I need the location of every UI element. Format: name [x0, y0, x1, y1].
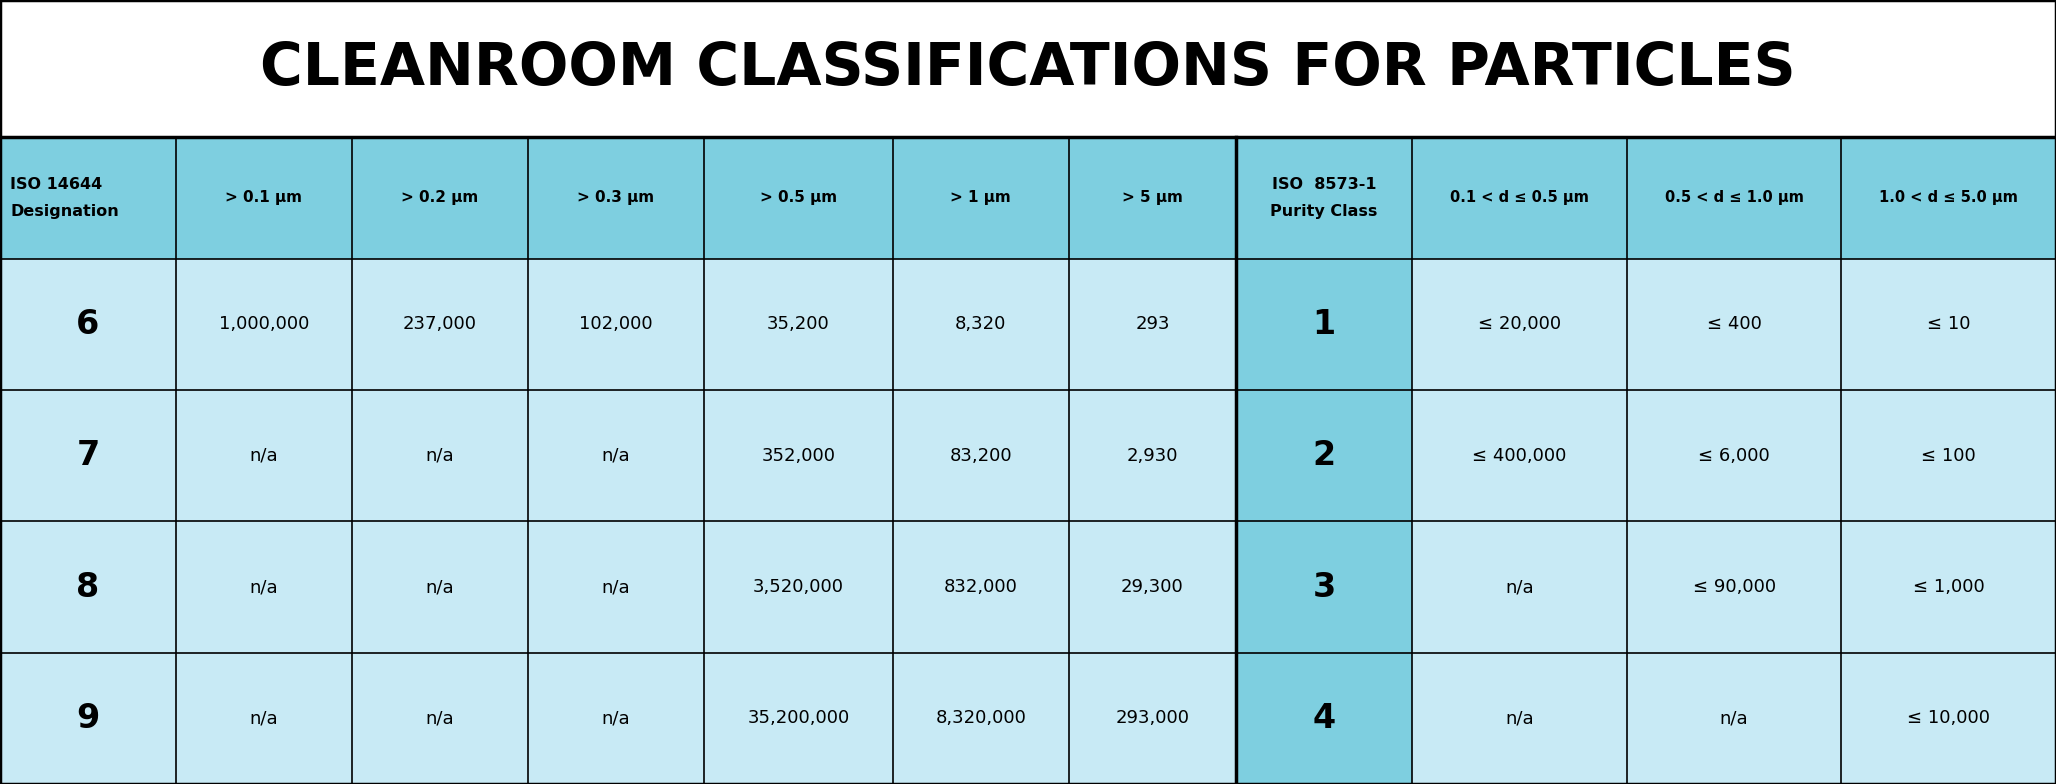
Text: 2,930: 2,930 [1127, 447, 1178, 465]
Text: 8,320,000: 8,320,000 [935, 710, 1026, 728]
Text: 102,000: 102,000 [580, 315, 652, 333]
Text: 35,200,000: 35,200,000 [746, 710, 849, 728]
Text: n/a: n/a [602, 578, 631, 596]
Bar [0, 521, 2056, 652]
Text: ≤ 400: ≤ 400 [1706, 315, 1762, 333]
Text: > 0.2 μm: > 0.2 μm [401, 191, 479, 205]
Text: n/a: n/a [602, 447, 631, 465]
Text: ≤ 400,000: ≤ 400,000 [1472, 447, 1567, 465]
Text: n/a: n/a [426, 710, 454, 728]
Text: ≤ 10,000: ≤ 10,000 [1908, 710, 1990, 728]
Text: > 1 μm: > 1 μm [950, 191, 1012, 205]
Bar [1236, 259, 1412, 390]
Text: 7: 7 [76, 439, 99, 472]
Text: Designation: Designation [10, 204, 119, 219]
Text: ≤ 90,000: ≤ 90,000 [1692, 578, 1776, 596]
Text: n/a: n/a [602, 710, 631, 728]
Text: > 0.3 μm: > 0.3 μm [578, 191, 654, 205]
Text: > 0.5 μm: > 0.5 μm [761, 191, 837, 205]
Bar [0, 259, 2056, 390]
Text: 3: 3 [1312, 571, 1336, 604]
Text: n/a: n/a [249, 447, 278, 465]
Bar [1236, 652, 1412, 784]
Bar [0, 390, 2056, 521]
Text: 0.5 < d ≤ 1.0 μm: 0.5 < d ≤ 1.0 μm [1665, 191, 1803, 205]
Text: n/a: n/a [426, 578, 454, 596]
Bar [0, 652, 2056, 784]
Text: 35,200: 35,200 [767, 315, 831, 333]
Bar [0, 137, 2056, 259]
Text: 8,320: 8,320 [956, 315, 1007, 333]
Text: ≤ 10: ≤ 10 [1926, 315, 1970, 333]
Text: 6: 6 [76, 308, 99, 341]
Text: 2: 2 [1312, 439, 1336, 472]
Text: 1: 1 [1312, 308, 1336, 341]
Text: ISO 14644: ISO 14644 [10, 177, 103, 192]
Text: n/a: n/a [249, 578, 278, 596]
Text: n/a: n/a [1505, 710, 1534, 728]
Text: 0.1 < d ≤ 0.5 μm: 0.1 < d ≤ 0.5 μm [1449, 191, 1589, 205]
Text: 1,000,000: 1,000,000 [218, 315, 308, 333]
Text: n/a: n/a [1719, 710, 1748, 728]
Text: 832,000: 832,000 [944, 578, 1018, 596]
Text: Purity Class: Purity Class [1271, 204, 1378, 219]
Text: CLEANROOM CLASSIFICATIONS FOR PARTICLES: CLEANROOM CLASSIFICATIONS FOR PARTICLES [261, 40, 1795, 97]
Bar [0, 0, 2056, 137]
Text: > 0.1 μm: > 0.1 μm [226, 191, 302, 205]
Text: n/a: n/a [1505, 578, 1534, 596]
Text: 293,000: 293,000 [1116, 710, 1190, 728]
Text: 29,300: 29,300 [1121, 578, 1184, 596]
Text: 1.0 < d ≤ 5.0 μm: 1.0 < d ≤ 5.0 μm [1879, 191, 2019, 205]
Text: ≤ 100: ≤ 100 [1920, 447, 1976, 465]
Text: ≤ 20,000: ≤ 20,000 [1478, 315, 1561, 333]
Bar [1236, 390, 1412, 521]
Text: ≤ 6,000: ≤ 6,000 [1698, 447, 1770, 465]
Text: 293: 293 [1135, 315, 1170, 333]
Text: n/a: n/a [249, 710, 278, 728]
Text: 237,000: 237,000 [403, 315, 477, 333]
Text: ISO  8573-1: ISO 8573-1 [1273, 177, 1375, 192]
Text: 352,000: 352,000 [761, 447, 835, 465]
Text: 4: 4 [1312, 702, 1336, 735]
Text: 3,520,000: 3,520,000 [752, 578, 843, 596]
Text: 83,200: 83,200 [950, 447, 1012, 465]
Text: ≤ 1,000: ≤ 1,000 [1912, 578, 1984, 596]
Text: > 5 μm: > 5 μm [1123, 191, 1182, 205]
Text: 9: 9 [76, 702, 99, 735]
Text: n/a: n/a [426, 447, 454, 465]
Text: 8: 8 [76, 571, 99, 604]
Bar [1236, 521, 1412, 652]
